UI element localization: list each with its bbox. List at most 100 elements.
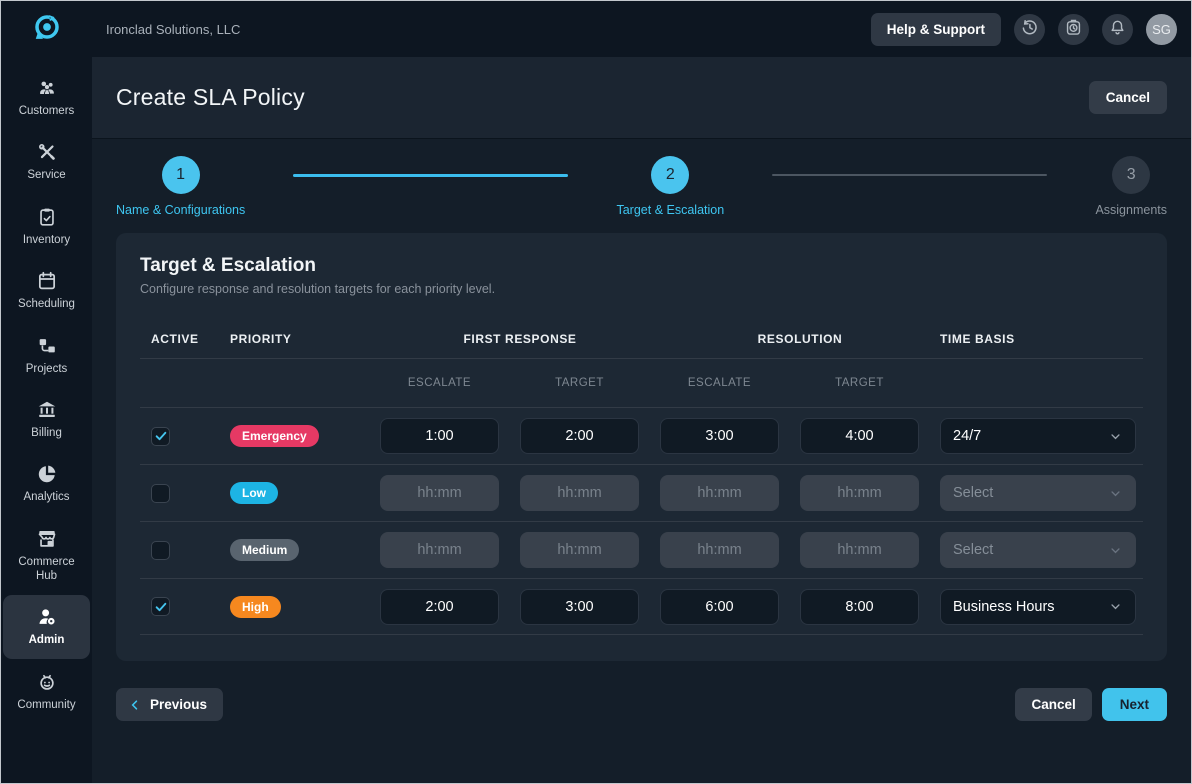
time-basis-select[interactable]: Select [940,475,1136,511]
priority-row-high: High Business Hours [140,578,1143,635]
time-basis-value: 24/7 [953,428,982,444]
inventory-icon [36,206,58,228]
resolution-target-input[interactable] [800,532,919,568]
help-support-button[interactable]: Help & Support [870,12,1001,46]
resolution-target-input[interactable] [800,588,919,625]
col-header-first-response: FIRST RESPONSE [463,332,577,346]
previous-button[interactable]: Previous [116,688,224,721]
active-checkbox[interactable] [151,483,170,503]
sidebar-item-community[interactable]: Community [3,660,90,723]
first-response-escalate-input[interactable] [380,532,499,568]
priority-badge: Emergency [230,425,319,447]
sidebar-item-label: Projects [25,362,68,375]
top-bar: Ironclad Solutions, LLC Help & Support [1,1,1191,57]
step-label: Assignments [1095,203,1167,217]
resolution-escalate-input[interactable] [660,588,779,625]
time-basis-select[interactable]: 24/7 [940,418,1136,454]
resolution-target-input[interactable] [800,418,919,454]
priority-badge: High [230,595,281,618]
commerce-hub-icon [36,528,58,550]
sidebar-item-label: Customers [18,105,75,117]
footer-cancel-button[interactable]: Cancel [1015,688,1092,721]
logo-icon [32,12,62,47]
col-header-active: ACTIVE [151,332,199,346]
bell-icon [1108,18,1127,40]
notifications-button[interactable] [1102,13,1133,45]
active-checkbox[interactable] [151,540,170,560]
active-checkbox[interactable] [151,426,170,446]
sidebar-item-label: Inventory [22,233,71,246]
scheduling-icon [36,270,58,292]
first-response-escalate-input[interactable] [380,475,499,511]
sidebar-item-commerce-hub[interactable]: Commerce Hub [3,517,90,595]
sidebar-item-inventory[interactable]: Inventory [3,195,90,258]
step-label: Target & Escalation [616,203,725,217]
sidebar-item-admin[interactable]: Admin [3,595,90,659]
col-header-priority: PRIORITY [230,332,292,346]
first-response-target-input[interactable] [520,532,639,568]
subheader-fr-escalate: ESCALATE [407,377,472,389]
first-response-target-input[interactable] [520,475,639,511]
priority-row-emergency: Emergency 24/7 [140,407,1143,464]
sidebar-item-service[interactable]: Service [3,130,90,193]
first-response-escalate-input[interactable] [380,588,499,625]
target-escalation-card: Target & Escalation Configure response a… [116,233,1167,661]
next-button[interactable]: Next [1101,688,1167,721]
header-cancel-button[interactable]: Cancel [1088,81,1167,114]
punch-clock-icon [1064,18,1083,40]
chevron-left-icon [128,698,142,712]
step-circle: 1 [161,156,200,194]
previous-label: Previous [150,697,208,712]
billing-icon [36,399,58,421]
chevron-down-icon [1108,599,1123,614]
sidebar-item-scheduling[interactable]: Scheduling [3,259,90,322]
priority-badge: Medium [230,539,300,561]
step-name-configurations[interactable]: 1 Name & Configurations [116,156,245,217]
first-response-escalate-input[interactable] [380,418,499,454]
sidebar-item-customers[interactable]: Customers [3,66,90,129]
wizard-stepper: 1 Name & Configurations 2 Target & Escal… [92,139,1191,233]
stepper-connector [772,174,1048,176]
resolution-escalate-input[interactable] [660,532,779,568]
user-avatar[interactable]: SG [1146,13,1177,45]
history-button[interactable] [1014,13,1045,45]
step-circle: 3 [1112,156,1151,194]
wizard-footer: Previous Cancel Next [92,661,1191,721]
col-header-time-basis: TIME BASIS [940,332,1015,346]
app-logo[interactable] [1,12,92,47]
stepper-connector [293,174,569,177]
community-icon [36,671,58,693]
time-basis-select[interactable]: Select [940,532,1136,568]
sidebar-item-projects[interactable]: Projects [3,324,90,387]
company-name: Ironclad Solutions, LLC [106,21,241,37]
page-title: Create SLA Policy [116,84,305,110]
sidebar-nav: Customers Service Invento [1,57,92,783]
resolution-escalate-input[interactable] [660,475,779,511]
resolution-escalate-input[interactable] [660,418,779,454]
projects-icon [36,335,58,357]
sidebar-item-billing[interactable]: Billing [3,388,90,451]
analytics-icon [36,463,58,485]
step-target-escalation[interactable]: 2 Target & Escalation [616,156,724,217]
sla-table: ACTIVE PRIORITY FIRST RESPONSE RESOLUTIO… [140,320,1143,635]
page-header: Create SLA Policy Cancel [92,57,1191,139]
active-checkbox[interactable] [151,597,170,616]
chevron-down-icon [1108,429,1123,444]
priority-row-medium: Medium Select [140,521,1143,578]
admin-icon [36,606,58,628]
subheader-res-target: TARGET [835,377,884,389]
punch-clock-button[interactable] [1058,13,1089,45]
service-icon [36,141,58,163]
time-basis-value: Business Hours [953,598,1055,615]
resolution-target-input[interactable] [800,475,919,511]
step-assignments[interactable]: 3 Assignments [1095,156,1167,217]
sidebar-item-analytics[interactable]: Analytics [3,452,90,515]
sidebar-item-label: Community [17,698,76,711]
time-basis-select[interactable]: Business Hours [940,588,1136,625]
sidebar-item-label: Analytics [23,491,70,504]
sidebar-item-label: Scheduling [18,298,75,311]
first-response-target-input[interactable] [520,588,639,625]
priority-badge: Low [230,482,278,504]
first-response-target-input[interactable] [520,418,639,454]
